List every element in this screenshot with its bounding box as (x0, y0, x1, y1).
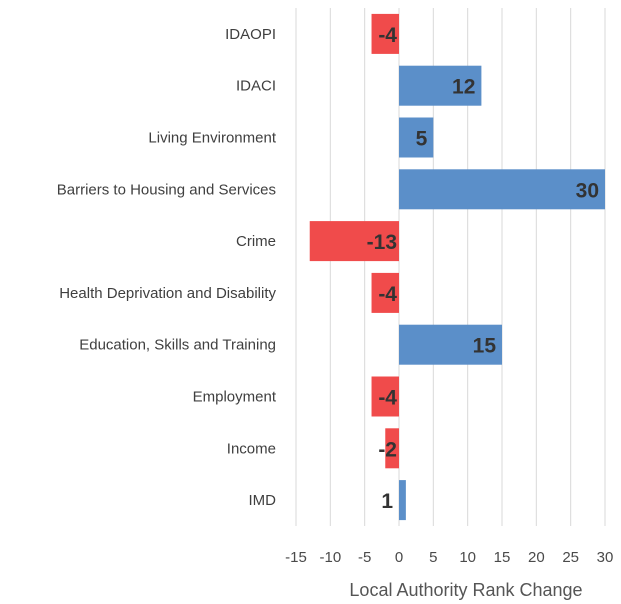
bar (385, 428, 399, 469)
x-tick-label: 25 (562, 549, 579, 566)
category-label: Living Environment (148, 130, 276, 147)
bar (371, 376, 399, 417)
bar (309, 221, 399, 262)
data-label: 15 (473, 335, 497, 358)
x-tick-labels: -15 -10 -5 0 5 10 15 20 25 30 (285, 549, 613, 566)
x-axis-title: Local Authority Rank Change (349, 580, 582, 600)
category-label: IDAOPI (225, 26, 276, 43)
category-label: Income (227, 440, 276, 457)
bar (399, 169, 605, 210)
bar (371, 272, 399, 313)
category-label: Health Deprivation and Disability (59, 285, 276, 302)
x-tick-label: 30 (597, 549, 614, 566)
data-label: 30 (576, 179, 599, 202)
bar (371, 13, 399, 54)
x-tick-label: -5 (358, 549, 371, 566)
data-labels: -4 12 5 30 -13 -4 15 -4 -2 1 (367, 24, 599, 513)
category-label: Employment (193, 389, 277, 406)
data-label: 1 (381, 490, 393, 513)
bar (399, 480, 406, 521)
x-tick-label: 15 (494, 549, 511, 566)
data-label: -4 (378, 24, 397, 47)
x-tick-label: 0 (395, 549, 403, 566)
category-label: Education, Skills and Training (79, 337, 276, 354)
x-tick-label: -15 (285, 549, 307, 566)
category-labels: IDAOPI IDACI Living Environment Barriers to… (57, 26, 277, 509)
bars (309, 13, 605, 521)
bar (399, 65, 482, 106)
data-label: 12 (452, 76, 475, 99)
bar (399, 117, 434, 158)
x-tick-label: 5 (429, 549, 437, 566)
category-label: IDACI (236, 78, 276, 95)
category-label: Barriers to Housing and Services (57, 181, 276, 198)
data-label: -13 (367, 231, 397, 254)
bar (399, 324, 502, 365)
data-label: -2 (378, 438, 397, 461)
x-tick-label: 20 (528, 549, 545, 566)
data-label: -4 (378, 387, 397, 410)
data-label: -4 (378, 283, 397, 306)
category-label: Crime (236, 233, 276, 250)
category-label: IMD (249, 492, 277, 509)
x-tick-label: -10 (319, 549, 341, 566)
x-tick-label: 10 (459, 549, 476, 566)
data-label: 5 (416, 128, 428, 151)
